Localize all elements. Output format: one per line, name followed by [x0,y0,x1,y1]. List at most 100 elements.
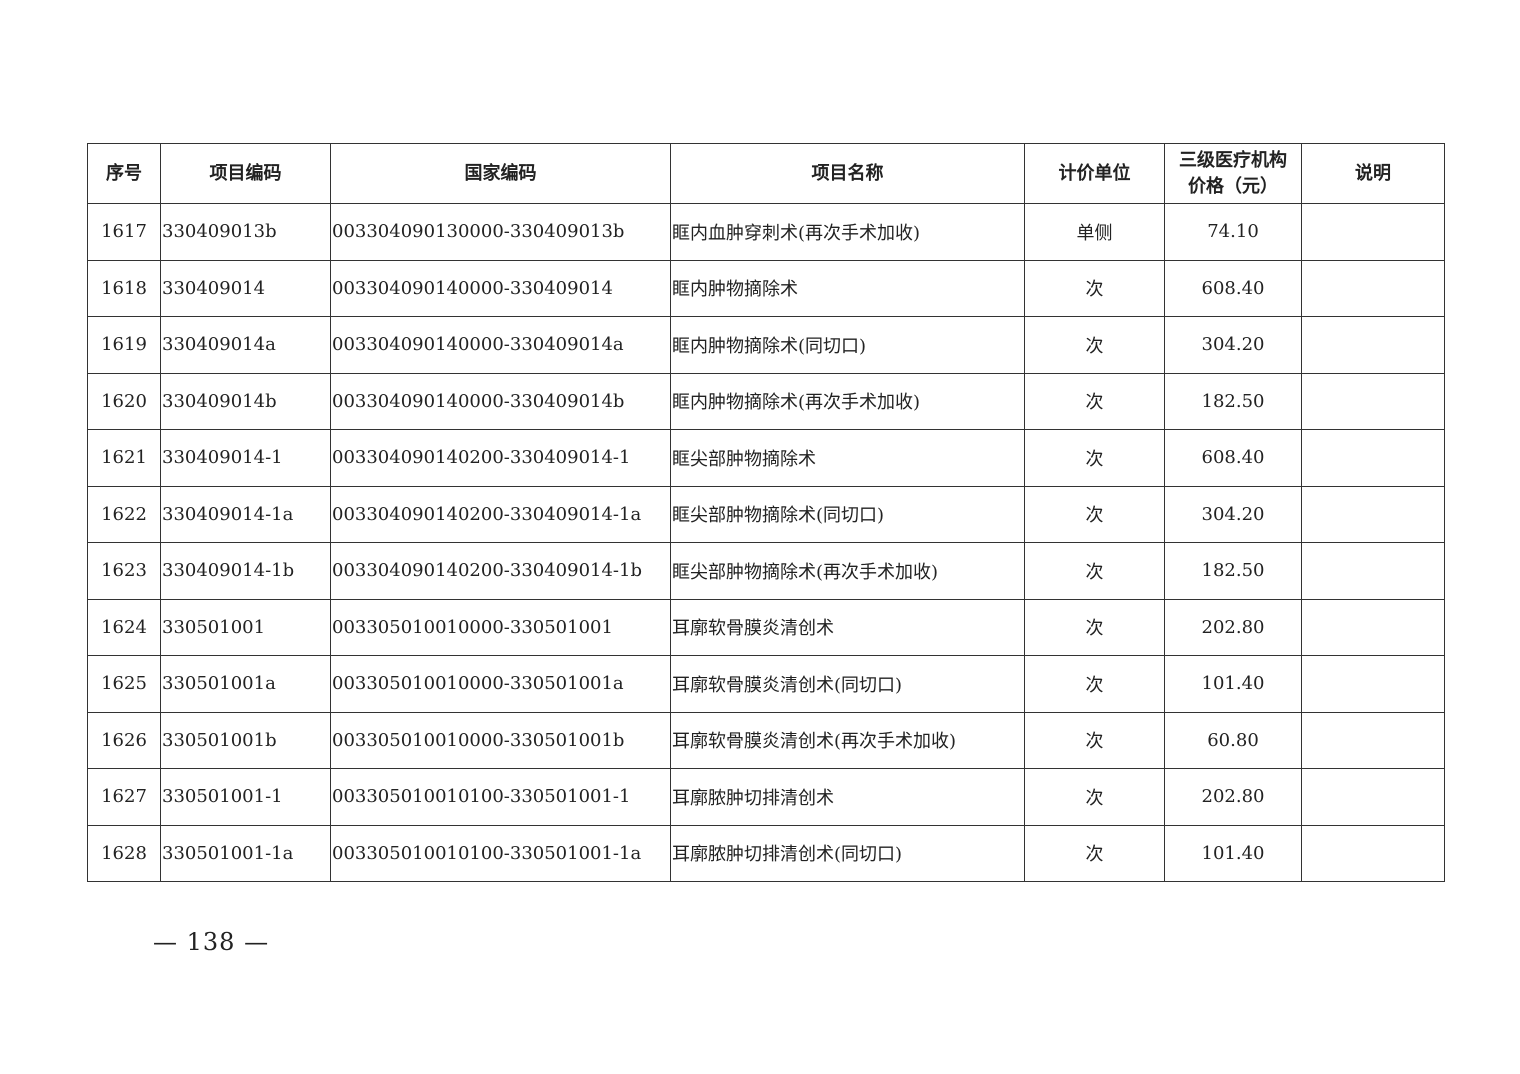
cell-national-code: 003304090140000-330409014a [330,316,671,374]
cell-item-code: 330409014-1 [160,429,331,487]
cell-unit: 次 [1024,711,1165,769]
cell-national-code: 003304090140000-330409014b [330,372,671,430]
cell-national-code: 003304090140000-330409014 [330,259,671,317]
cell-unit: 单侧 [1024,203,1165,261]
cell-index: 1628 [87,824,161,882]
table-row: 1623 330409014-1b 003304090140200-33040901… [87,542,1445,600]
page-number: — 138 — [153,928,270,956]
cell-index: 1627 [87,768,161,826]
cell-price: 101.40 [1164,655,1302,713]
cell-notes [1301,711,1445,769]
header-item-name: 项目名称 [670,143,1025,204]
cell-item-name: 耳廓脓肿切排清创术(同切口) [670,824,1025,882]
cell-notes [1301,316,1445,374]
cell-price: 101.40 [1164,824,1302,882]
cell-national-code: 003304090140200-330409014-1a [330,485,671,543]
cell-unit: 次 [1024,372,1165,430]
cell-index: 1618 [87,259,161,317]
cell-unit: 次 [1024,259,1165,317]
cell-unit: 次 [1024,824,1165,882]
cell-item-code: 330409013b [160,203,331,261]
cell-index: 1624 [87,598,161,656]
cell-index: 1619 [87,316,161,374]
cell-national-code: 003304090130000-330409013b [330,203,671,261]
header-price-line1: 三级医疗机构 [1179,149,1287,171]
cell-item-code: 330409014a [160,316,331,374]
cell-index: 1623 [87,542,161,600]
cell-item-name: 眶内肿物摘除术(再次手术加收) [670,372,1025,430]
cell-unit: 次 [1024,542,1165,600]
cell-notes [1301,655,1445,713]
cell-unit: 次 [1024,429,1165,487]
table-row: 1624 330501001 003305010010000-330501001 耳廓… [87,598,1445,656]
cell-unit: 次 [1024,316,1165,374]
header-unit: 计价单位 [1024,143,1165,204]
cell-item-code: 330501001-1 [160,768,331,826]
cell-item-name: 眶内肿物摘除术(同切口) [670,316,1025,374]
table-row: 1627 330501001-1 003305010010100-330501001… [87,768,1445,826]
cell-national-code: 003305010010000-330501001a [330,655,671,713]
cell-item-code: 330409014 [160,259,331,317]
cell-national-code: 003305010010000-330501001b [330,711,671,769]
cell-item-name: 耳廓软骨膜炎清创术(同切口) [670,655,1025,713]
cell-notes [1301,259,1445,317]
cell-index: 1617 [87,203,161,261]
cell-item-name: 眶内血肿穿刺术(再次手术加收) [670,203,1025,261]
cell-item-name: 耳廓软骨膜炎清创术 [670,598,1025,656]
cell-item-name: 耳廓软骨膜炎清创术(再次手术加收) [670,711,1025,769]
header-national-code: 国家编码 [330,143,671,204]
header-index: 序号 [87,143,161,204]
cell-index: 1622 [87,485,161,543]
table-row: 1617 330409013b 003304090130000-330409013b… [87,203,1445,261]
cell-price: 608.40 [1164,259,1302,317]
cell-notes [1301,542,1445,600]
cell-index: 1620 [87,372,161,430]
cell-item-code: 330501001b [160,711,331,769]
header-price: 三级医疗机构 价格（元） [1164,143,1302,204]
table-row: 1621 330409014-1 003304090140200-330409014… [87,429,1445,487]
cell-national-code: 003305010010100-330501001-1a [330,824,671,882]
header-price-line2: 价格（元） [1188,175,1278,197]
cell-notes [1301,203,1445,261]
cell-price: 60.80 [1164,711,1302,769]
cell-price: 74.10 [1164,203,1302,261]
cell-index: 1625 [87,655,161,713]
cell-notes [1301,598,1445,656]
cell-index: 1621 [87,429,161,487]
cell-notes [1301,485,1445,543]
cell-item-code: 330501001 [160,598,331,656]
cell-item-code: 330409014b [160,372,331,430]
cell-national-code: 003305010010100-330501001-1 [330,768,671,826]
cell-price: 202.80 [1164,768,1302,826]
table-row: 1619 330409014a 003304090140000-330409014a… [87,316,1445,374]
table-row: 1626 330501001b 003305010010000-330501001b… [87,711,1445,769]
table-row: 1628 330501001-1a 003305010010100-33050100… [87,824,1445,882]
cell-item-name: 眶尖部肿物摘除术(再次手术加收) [670,542,1025,600]
cell-national-code: 003305010010000-330501001 [330,598,671,656]
cell-item-code: 330409014-1b [160,542,331,600]
cell-price: 304.20 [1164,316,1302,374]
cell-notes [1301,429,1445,487]
cell-price: 202.80 [1164,598,1302,656]
price-table: 序号 项目编码 国家编码 项目名称 计价单位 三级医疗机构 价格（元） 说明 16… [87,143,1445,882]
cell-item-code: 330501001a [160,655,331,713]
cell-price: 182.50 [1164,542,1302,600]
cell-index: 1626 [87,711,161,769]
table-header-row: 序号 项目编码 国家编码 项目名称 计价单位 三级医疗机构 价格（元） 说明 [87,143,1445,204]
cell-item-name: 眶尖部肿物摘除术 [670,429,1025,487]
cell-price: 304.20 [1164,485,1302,543]
cell-item-code: 330501001-1a [160,824,331,882]
cell-unit: 次 [1024,768,1165,826]
cell-item-name: 耳廓脓肿切排清创术 [670,768,1025,826]
table-row: 1618 330409014 003304090140000-330409014 眶内… [87,259,1445,317]
cell-unit: 次 [1024,485,1165,543]
cell-item-name: 眶内肿物摘除术 [670,259,1025,317]
table-row: 1622 330409014-1a 003304090140200-33040901… [87,485,1445,543]
cell-notes [1301,372,1445,430]
cell-price: 182.50 [1164,372,1302,430]
cell-item-name: 眶尖部肿物摘除术(同切口) [670,485,1025,543]
cell-notes [1301,824,1445,882]
cell-unit: 次 [1024,655,1165,713]
cell-unit: 次 [1024,598,1165,656]
table-row: 1625 330501001a 003305010010000-330501001a… [87,655,1445,713]
